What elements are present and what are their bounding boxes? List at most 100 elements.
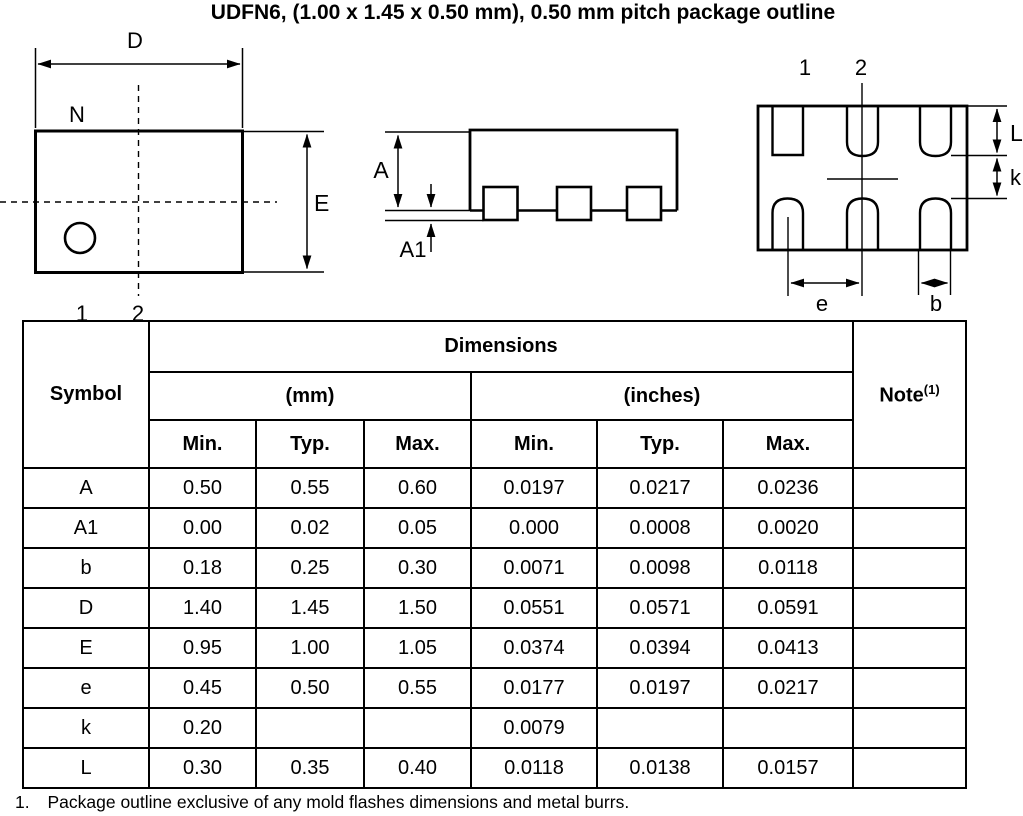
in-typ-cell: 0.0008 (596, 507, 724, 549)
side-terminal-3 (625, 185, 663, 222)
top-view-drawing: D N E 1 2 (0, 28, 329, 320)
table-header-row-1: Symbol Dimensions Note(1) (22, 320, 967, 469)
dim-a-label: A (373, 157, 389, 183)
symbol-cell: E (22, 627, 150, 669)
mm-min-cell: 0.20 (148, 707, 257, 749)
in-typ-cell: 0.0394 (596, 627, 724, 669)
header-symbol: Symbol (22, 320, 150, 469)
symbol-cell: k (22, 707, 150, 749)
table-row-A: A 0.50 0.55 0.60 0.0197 0.0217 0.0236 (22, 467, 967, 509)
in-max-cell: 0.0118 (722, 547, 854, 589)
mm-max-cell: 0.40 (363, 747, 472, 789)
in-typ-cell: 0.0197 (596, 667, 724, 709)
in-min-cell: 0.0118 (470, 747, 598, 789)
table-row-E: E 0.95 1.00 1.05 0.0374 0.0394 0.0413 (22, 627, 967, 669)
bottom-view-pin2-number: 2 (855, 55, 867, 80)
in-typ-cell: 0.0217 (596, 467, 724, 509)
mm-max-cell: 0.05 (363, 507, 472, 549)
side-terminal-1 (482, 185, 519, 222)
footnote: 1. Package outline exclusive of any mold… (15, 792, 629, 813)
note-cell (852, 547, 967, 589)
symbol-cell: e (22, 667, 150, 709)
table-row-b: b 0.18 0.25 0.30 0.0071 0.0098 0.0118 (22, 547, 967, 589)
note-cell (852, 667, 967, 709)
in-min-cell: 0.0374 (470, 627, 598, 669)
table-header-row-3: Min. Typ. Max. Min. Typ. Max. (23, 419, 966, 469)
mm-min-cell: 0.95 (148, 627, 257, 669)
footnote-number: 1. (15, 792, 30, 812)
page-title: UDFN6, (1.00 x 1.45 x 0.50 mm), 0.50 mm … (210, 1, 836, 24)
dim-e-label: e (816, 291, 828, 316)
note-reference-superscript: (1) (923, 381, 940, 397)
mm-min-cell: 0.00 (148, 507, 257, 549)
in-typ-cell: 0.0138 (596, 747, 724, 789)
mm-typ-cell: 1.00 (255, 627, 365, 669)
dim-a1-label: A1 (400, 237, 427, 262)
in-typ-cell: 0.0098 (596, 547, 724, 589)
mm-min-cell: 0.45 (148, 667, 257, 709)
bottom-view-pin1-number: 1 (799, 55, 811, 80)
side-view-drawing: A A1 (373, 128, 679, 262)
dim-b-label: b (930, 291, 942, 316)
pad-bottom-1 (771, 197, 805, 250)
dimensions-table: Symbol Dimensions Note(1) (mm) (inches) … (22, 320, 967, 789)
in-max-cell: 0.0591 (722, 587, 854, 629)
in-min-cell: 0.0197 (470, 467, 598, 509)
table-row-D: D 1.40 1.45 1.50 0.0551 0.0571 0.0591 (22, 587, 967, 629)
symbol-cell: A1 (22, 507, 150, 549)
mm-typ-cell: 0.25 (255, 547, 365, 589)
header-mm-max: Max. (363, 419, 472, 469)
package-outline-drawings: D N E 1 2 A A1 (0, 28, 1023, 320)
symbol-cell: b (22, 547, 150, 589)
in-max-cell: 0.0020 (722, 507, 854, 549)
mm-max-cell: 0.30 (363, 547, 472, 589)
mm-max-cell (363, 707, 472, 749)
header-note-text: Note (879, 384, 924, 407)
in-max-cell: 0.0217 (722, 667, 854, 709)
header-inches: (inches) (470, 371, 854, 421)
header-mm: (mm) (148, 371, 472, 421)
dim-e-extension-lines (242, 130, 324, 273)
header-in-max: Max. (722, 419, 854, 469)
header-in-typ: Typ. (596, 419, 724, 469)
header-mm-min: Min. (148, 419, 257, 469)
symbol-cell: D (22, 587, 150, 629)
in-typ-cell (596, 707, 724, 749)
table-header-row-2: (mm) (inches) (23, 371, 966, 421)
pad-bottom-3 (918, 197, 953, 250)
orientation-n-label: N (69, 102, 85, 127)
mm-typ-cell: 1.45 (255, 587, 365, 629)
dim-e-label: E (314, 190, 329, 216)
mm-typ-cell: 0.50 (255, 667, 365, 709)
side-terminal-2 (555, 185, 593, 222)
top-view-pin2-number: 2 (132, 301, 144, 320)
note-cell (852, 507, 967, 549)
in-min-cell: 0.0551 (470, 587, 598, 629)
symbol-cell: A (22, 467, 150, 509)
note-cell (852, 587, 967, 629)
header-dimensions: Dimensions (148, 320, 854, 373)
mm-typ-cell (255, 707, 365, 749)
top-view-pin1-number: 1 (76, 301, 88, 320)
mm-typ-cell: 0.55 (255, 467, 365, 509)
note-cell (852, 467, 967, 509)
pad-top-1 (771, 106, 805, 157)
mm-min-cell: 0.30 (148, 747, 257, 789)
in-min-cell: 0.0071 (470, 547, 598, 589)
in-max-cell: 0.0157 (722, 747, 854, 789)
in-max-cell (722, 707, 854, 749)
symbol-cell: L (22, 747, 150, 789)
package-body-side-view (468, 128, 679, 211)
in-max-cell: 0.0413 (722, 627, 854, 669)
dim-k-label: k (1010, 165, 1022, 190)
mm-max-cell: 1.05 (363, 627, 472, 669)
header-note: Note(1) (852, 320, 967, 469)
mm-min-cell: 0.50 (148, 467, 257, 509)
mm-typ-cell: 0.02 (255, 507, 365, 549)
header-in-min: Min. (470, 419, 598, 469)
mm-typ-cell: 0.35 (255, 747, 365, 789)
pad-top-3 (918, 106, 953, 158)
dim-b-extension-lines (917, 250, 952, 295)
mm-max-cell: 0.55 (363, 667, 472, 709)
